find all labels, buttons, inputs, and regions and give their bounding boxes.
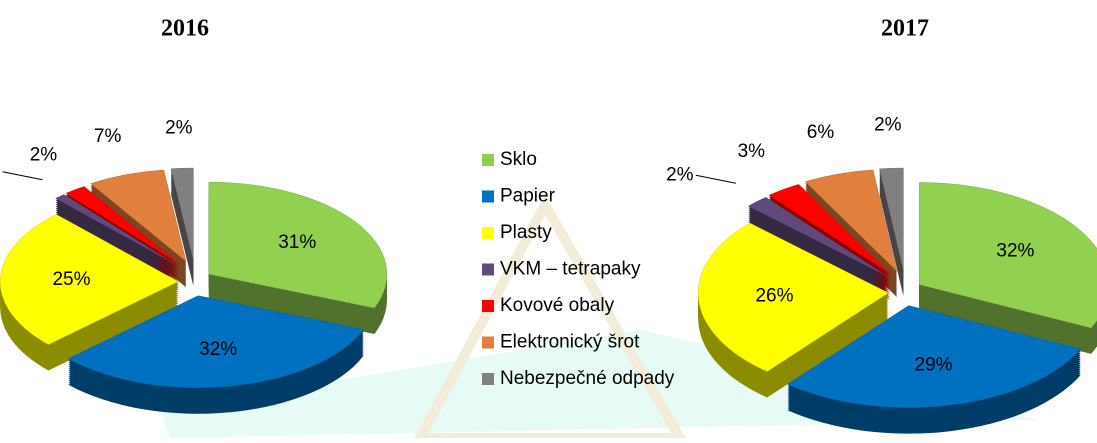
legend-label: Elektronický šrot [500,332,640,353]
data-label: 3% [738,141,766,162]
data-label: 32% [199,339,237,360]
legend-swatch [482,191,494,203]
legend-label: VKM – tetrapaky [500,259,641,280]
legend-label: Papier [500,186,556,207]
legend-label: Kovové obaly [500,295,615,316]
legend-swatch [482,154,494,166]
leader-line [3,172,43,180]
legend-swatch [482,227,494,239]
data-label: 32% [996,241,1034,262]
data-label: 26% [755,286,793,307]
chart-title: 2017 [881,16,929,42]
leader-line [696,175,736,183]
legend-swatch [482,337,494,349]
legend-swatch [482,300,494,312]
legend-label: Nebezpečné odpady [500,368,675,389]
data-label: 29% [915,354,953,375]
chart-title: 2016 [161,16,209,42]
legend-swatch [482,373,494,385]
data-label: 31% [278,232,316,253]
legend-label: Sklo [500,149,537,170]
data-label: 2% [666,164,694,185]
data-label: 2% [30,144,58,165]
data-label: 2% [165,118,193,139]
legend-label: Plasty [500,222,552,243]
data-label: 2% [874,115,902,136]
data-label: 6% [807,122,835,143]
legend-swatch [482,264,494,276]
data-label: 25% [52,269,90,290]
data-label: 7% [94,126,122,147]
